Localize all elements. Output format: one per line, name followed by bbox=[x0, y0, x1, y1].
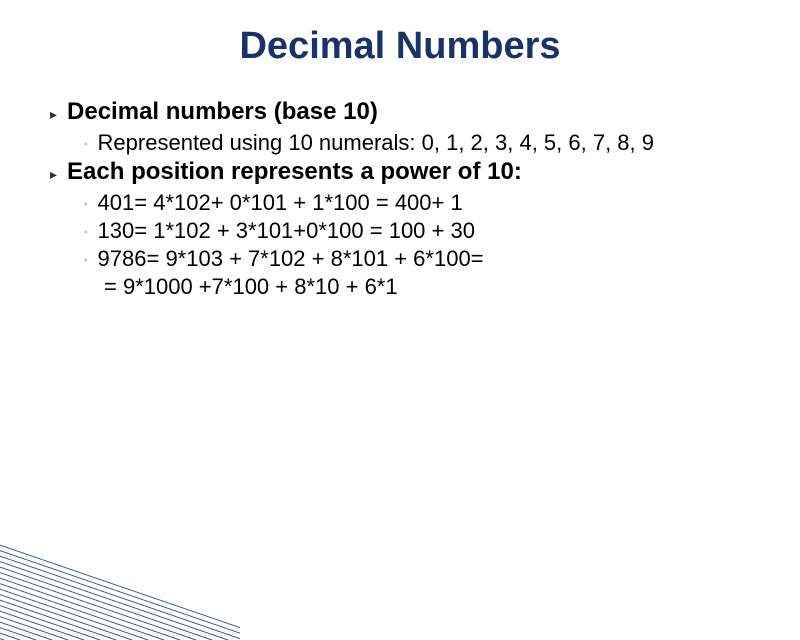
slide-content: ▸ Decimal numbers (base 10) ◦ Represente… bbox=[50, 98, 750, 300]
sub-bullet-item-continuation: = 9*1000 +7*100 + 8*10 + 6*1 bbox=[104, 274, 750, 300]
sub-bullet-item: ◦ 401= 4*102+ 0*101 + 1*100 = 400+ 1 bbox=[84, 190, 750, 216]
bullet-text: Each position represents a power of 10: bbox=[67, 158, 522, 186]
slide-title: Decimal Numbers bbox=[50, 25, 750, 68]
triangle-bullet-icon: ▸ bbox=[50, 166, 57, 183]
circle-bullet-icon: ◦ bbox=[84, 227, 88, 238]
corner-hatch-decoration bbox=[0, 460, 240, 640]
circle-bullet-icon: ◦ bbox=[84, 139, 88, 150]
sub-bullet-item: ◦ Represented using 10 numerals: 0, 1, 2… bbox=[84, 130, 750, 156]
bullet-text: 9786= 9*103 + 7*102 + 8*101 + 6*100= bbox=[98, 246, 484, 272]
sub-bullet-item: ◦ 130= 1*102 + 3*101+0*100 = 100 + 30 bbox=[84, 218, 750, 244]
bullet-item: ▸ Each position represents a power of 10… bbox=[50, 158, 750, 186]
bullet-text: Decimal numbers (base 10) bbox=[67, 98, 378, 126]
bullet-text: = 9*1000 +7*100 + 8*10 + 6*1 bbox=[104, 274, 398, 300]
slide-container: Decimal Numbers ▸ Decimal numbers (base … bbox=[0, 0, 800, 600]
bullet-text: Represented using 10 numerals: 0, 1, 2, … bbox=[98, 130, 654, 156]
bullet-item: ▸ Decimal numbers (base 10) bbox=[50, 98, 750, 126]
circle-bullet-icon: ◦ bbox=[84, 199, 88, 210]
triangle-bullet-icon: ▸ bbox=[50, 106, 57, 123]
bullet-text: 401= 4*102+ 0*101 + 1*100 = 400+ 1 bbox=[98, 190, 463, 216]
circle-bullet-icon: ◦ bbox=[84, 255, 88, 266]
sub-bullet-item: ◦ 9786= 9*103 + 7*102 + 8*101 + 6*100= bbox=[84, 246, 750, 272]
bullet-text: 130= 1*102 + 3*101+0*100 = 100 + 30 bbox=[98, 218, 475, 244]
